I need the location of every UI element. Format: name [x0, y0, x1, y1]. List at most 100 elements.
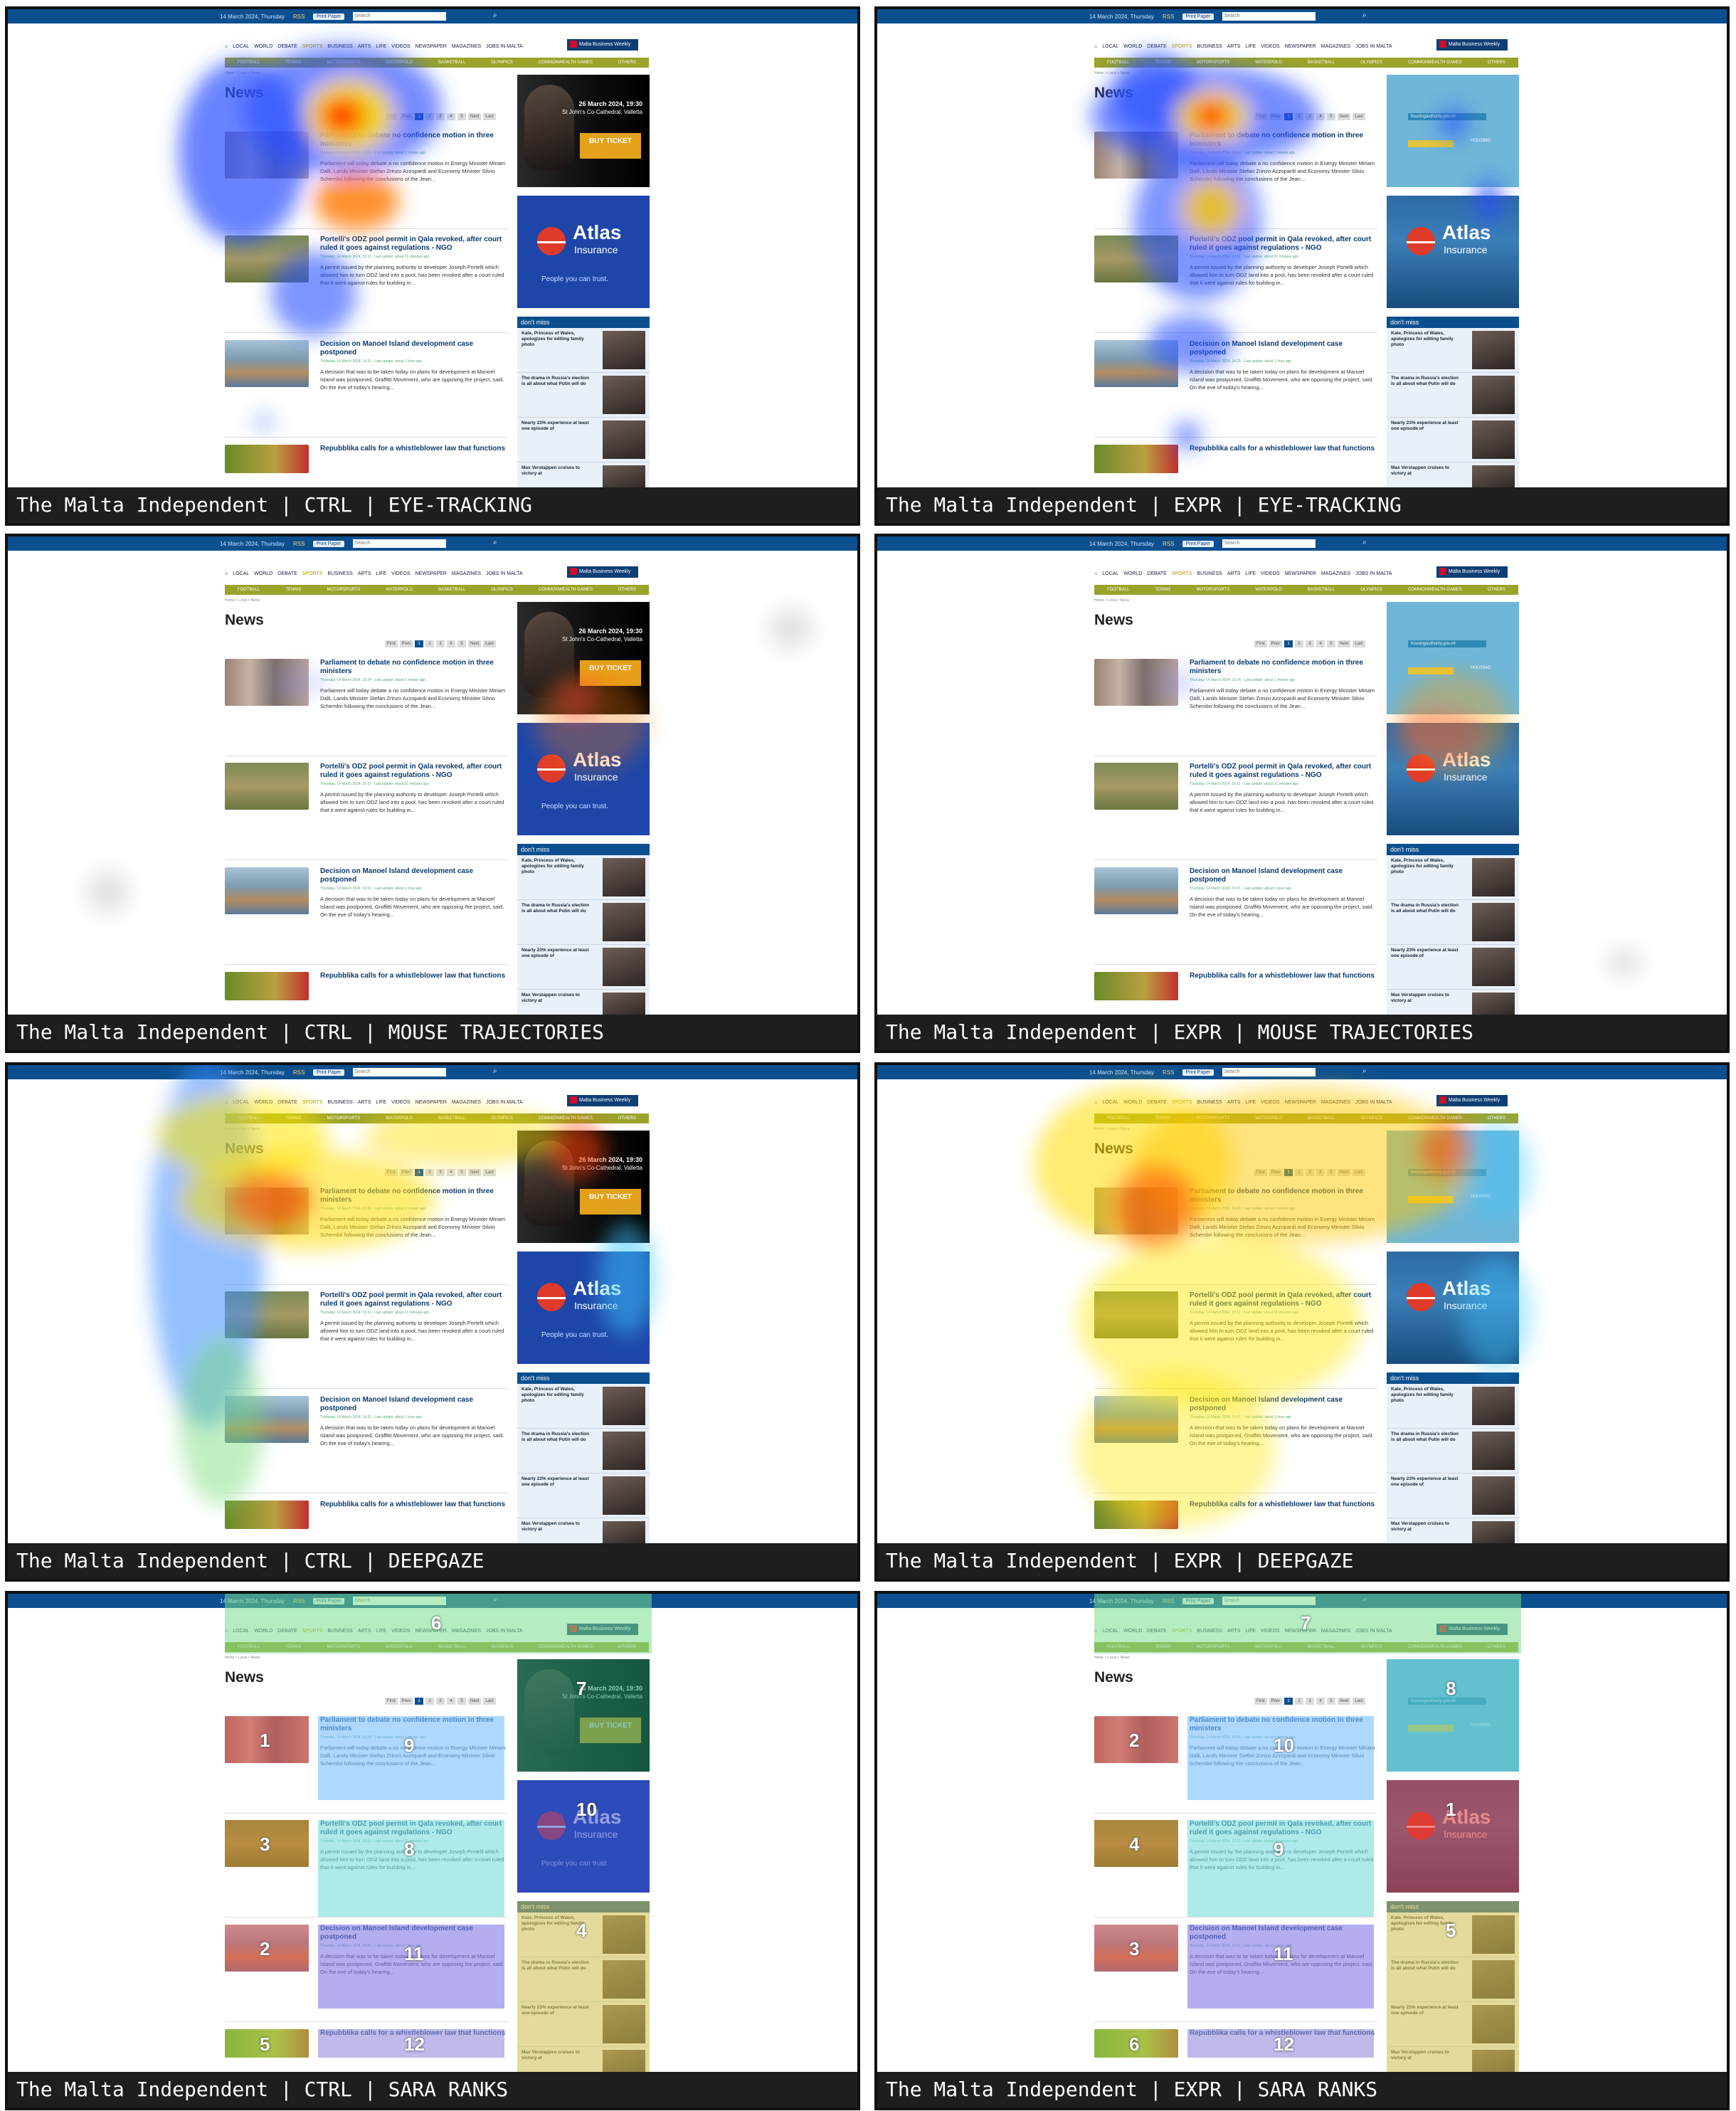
rss-link[interactable]: RSS: [293, 540, 305, 547]
home-icon[interactable]: ⌂: [225, 1628, 228, 1634]
dont-miss-thumbnail[interactable]: [603, 2050, 645, 2072]
dont-miss-thumbnail[interactable]: [1472, 376, 1515, 414]
page-link[interactable]: Last: [483, 640, 496, 647]
nav-item[interactable]: WORLD: [1123, 571, 1143, 576]
dont-miss-item[interactable]: Max Verstappen cruises to victory at: [517, 990, 650, 1015]
subnav-item[interactable]: OTHERS: [1487, 1645, 1505, 1649]
article-title[interactable]: Repubblika calls for a whistleblower law…: [1190, 972, 1375, 980]
print-paper-button[interactable]: Print Paper: [313, 13, 344, 20]
subnav-item[interactable]: FOOTBALL: [238, 1116, 260, 1121]
article-title[interactable]: Parliament to debate no confidence motio…: [320, 1187, 494, 1204]
subnav-item[interactable]: MOTORSPORTS: [1196, 60, 1230, 65]
article-title[interactable]: Portelli's ODZ pool permit in Qala revok…: [320, 236, 502, 252]
article-title[interactable]: Decision on Manoel Island development ca…: [1190, 867, 1343, 884]
print-paper-button[interactable]: Print Paper: [1182, 13, 1214, 20]
print-paper-button[interactable]: Print Paper: [313, 540, 344, 547]
subnav-item[interactable]: BASKETBALL: [438, 588, 466, 592]
dont-miss-item[interactable]: The drama in Russia's election is all ab…: [517, 900, 650, 945]
search-input[interactable]: Search: [352, 12, 446, 21]
nav-item[interactable]: LOCAL: [233, 1628, 250, 1634]
dont-miss-item[interactable]: The drama in Russia's election is all ab…: [1387, 373, 1519, 418]
atlas-insurance-ad[interactable]: Atlas Insurance People you can trust.: [517, 723, 650, 835]
dont-miss-title[interactable]: Kate, Princess of Wales, apologizes for …: [1391, 1915, 1454, 1932]
home-icon[interactable]: ⌂: [225, 571, 228, 576]
nav-item[interactable]: DEBATE: [277, 43, 297, 49]
page-link[interactable]: Next: [468, 1169, 482, 1176]
subnav-item[interactable]: COMMONWEALTH GAMES: [538, 588, 593, 592]
article-thumbnail[interactable]: [225, 659, 309, 706]
article-thumbnail[interactable]: [225, 445, 309, 473]
article-thumbnail[interactable]: [225, 867, 309, 914]
subnav-item[interactable]: MOTORSPORTS: [327, 1645, 361, 1649]
article-thumbnail[interactable]: [225, 132, 309, 179]
page-link[interactable]: 2: [425, 1169, 435, 1176]
dont-miss-title[interactable]: Max Verstappen cruises to victory at: [1391, 465, 1450, 476]
page-link[interactable]: 2: [1295, 1169, 1304, 1176]
subnav-item[interactable]: OTHERS: [618, 60, 636, 65]
nav-item[interactable]: ARTS: [357, 571, 371, 576]
dont-miss-thumbnail[interactable]: [1472, 1915, 1515, 1954]
article-title[interactable]: Decision on Manoel Island development ca…: [320, 867, 474, 884]
subnav-item[interactable]: MOTORSPORTS: [1196, 1645, 1230, 1649]
page-link[interactable]: Last: [483, 1169, 496, 1176]
nav-item[interactable]: LIFE: [1245, 43, 1256, 49]
article-title[interactable]: Repubblika calls for a whistleblower law…: [320, 2029, 506, 2037]
breadcrumb[interactable]: Home > Local > News: [225, 598, 260, 603]
page-link[interactable]: Prev: [399, 113, 413, 120]
subnav-item[interactable]: OLYMPICS: [1360, 1116, 1382, 1121]
nav-item[interactable]: NEWSPAPER: [415, 1099, 447, 1105]
atlas-insurance-ad[interactable]: Atlas Insurance: [1387, 1252, 1519, 1364]
nav-item[interactable]: SPORTS: [1171, 1099, 1192, 1105]
article-thumbnail[interactable]: [1094, 1501, 1178, 1529]
nav-item[interactable]: NEWSPAPER: [1284, 1628, 1316, 1634]
article-thumbnail[interactable]: [1094, 659, 1178, 706]
dont-miss-thumbnail[interactable]: [603, 948, 645, 986]
dont-miss-title[interactable]: Kate, Princess of Wales, apologizes for …: [522, 331, 584, 347]
subnav-item[interactable]: TENNIS: [285, 1116, 302, 1121]
rss-link[interactable]: RSS: [1163, 540, 1175, 547]
dont-miss-item[interactable]: Kate, Princess of Wales, apologizes for …: [517, 1384, 650, 1429]
nav-item[interactable]: JOBS IN MALTA: [486, 571, 523, 576]
dont-miss-thumbnail[interactable]: [1472, 903, 1515, 941]
home-icon[interactable]: ⌂: [225, 1099, 228, 1105]
home-icon[interactable]: ⌂: [1094, 43, 1098, 49]
subnav-item[interactable]: OTHERS: [618, 588, 636, 592]
dont-miss-thumbnail[interactable]: [1472, 2005, 1515, 2043]
page-link[interactable]: 1: [415, 1698, 424, 1705]
subnav-item[interactable]: COMMONWEALTH GAMES: [538, 60, 593, 65]
breadcrumb[interactable]: Home > Local > News: [1094, 1656, 1130, 1660]
dont-miss-thumbnail[interactable]: [1472, 465, 1515, 487]
nav-item[interactable]: SPORTS: [302, 571, 323, 576]
dont-miss-title[interactable]: Kate, Princess of Wales, apologizes for …: [1391, 858, 1454, 874]
home-icon[interactable]: ⌂: [1094, 1628, 1098, 1634]
article-title[interactable]: Portelli's ODZ pool permit in Qala revok…: [320, 1291, 502, 1308]
subnav-item[interactable]: OLYMPICS: [1360, 60, 1382, 65]
buy-ticket-button[interactable]: BUY TICKET: [580, 133, 641, 159]
page-link[interactable]: 3: [1306, 640, 1315, 647]
nav-item[interactable]: DEBATE: [1147, 1628, 1167, 1634]
nav-item[interactable]: LIFE: [1245, 571, 1256, 576]
nav-item[interactable]: VIDEOS: [1261, 1628, 1280, 1634]
nav-item[interactable]: VIDEOS: [1261, 43, 1280, 49]
nav-item[interactable]: BUSINESS: [1197, 571, 1222, 576]
article-title[interactable]: Repubblika calls for a whistleblower law…: [320, 1501, 506, 1508]
page-link[interactable]: 2: [1295, 113, 1304, 120]
malta-business-weekly-logo[interactable]: Malta Business Weekly: [567, 1624, 638, 1635]
search-input[interactable]: Search: [352, 539, 446, 548]
page-link[interactable]: 2: [425, 640, 435, 647]
malta-business-weekly-logo[interactable]: Malta Business Weekly: [1436, 566, 1508, 578]
page-link[interactable]: 1: [415, 640, 424, 647]
nav-item[interactable]: ARTS: [1227, 43, 1241, 49]
article-title[interactable]: Decision on Manoel Island development ca…: [320, 1925, 474, 1941]
subnav-item[interactable]: FOOTBALL: [238, 588, 260, 592]
dont-miss-thumbnail[interactable]: [1472, 993, 1515, 1015]
article-title[interactable]: Portelli's ODZ pool permit in Qala revok…: [320, 1820, 502, 1836]
rss-link[interactable]: RSS: [293, 1597, 305, 1604]
dont-miss-item[interactable]: Max Verstappen cruises to victory at: [1387, 2047, 1519, 2072]
dont-miss-item[interactable]: Kate, Princess of Wales, apologizes for …: [1387, 1384, 1519, 1429]
nav-item[interactable]: DEBATE: [1147, 571, 1167, 576]
article-title[interactable]: Portelli's ODZ pool permit in Qala revok…: [1190, 1291, 1372, 1308]
nav-item[interactable]: JOBS IN MALTA: [486, 1628, 523, 1634]
subnav-item[interactable]: OTHERS: [1487, 60, 1505, 65]
dont-miss-item[interactable]: Max Verstappen cruises to victory at: [1387, 990, 1519, 1015]
